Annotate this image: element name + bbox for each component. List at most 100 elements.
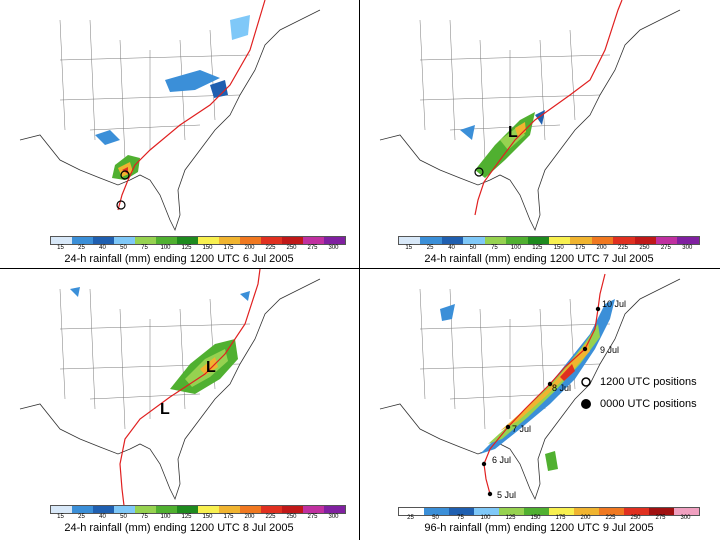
scale-swatch [303,506,324,513]
rain-field [460,110,545,178]
scale-tick-label: 25 [426,245,434,251]
scale-tick-label: 125 [505,515,516,521]
scale-tick-label: 275 [655,515,666,521]
state-border [419,54,611,61]
panel-divider-vertical [359,0,360,540]
state-border [59,288,66,400]
scale-swatch [93,506,114,513]
scale-swatch [591,237,614,244]
filled-dot-icon [581,399,591,409]
coastline [19,278,321,501]
scale-swatch [656,237,678,244]
rainfall-scale [50,505,346,514]
scale-swatch [449,508,474,515]
scale-swatch [463,237,485,244]
scale-tick-label: 25 [78,245,85,251]
scale-tick-label: 275 [660,245,671,251]
coastline [379,278,681,501]
panel-jul7: L 15 25 40 50 75 100 125 150 175 200 225 250 275 300 … [360,0,718,267]
storm-track [119,269,261,515]
state-border [419,94,601,101]
scale-tick-label: 175 [555,515,566,521]
scale-swatch [424,508,449,515]
scale-swatch [219,237,240,244]
scale-tick-label: 25 [407,515,414,521]
storm-symbol [474,167,484,177]
scale-swatch [624,508,649,515]
scale-tick-label: 275 [307,245,318,251]
scale-swatch [282,237,303,244]
scale-tick-label: 125 [181,514,192,520]
scale-swatch [72,237,93,244]
scale-swatch [399,508,424,515]
state-border [479,308,486,430]
scale-swatch [114,506,135,513]
scale-tick-label: 15 [405,245,413,251]
scale-swatch [156,237,177,244]
position-legend: 1200 UTC positions 0000 UTC positions [600,371,697,415]
scale-swatch [674,508,699,515]
track-label: 9 Jul [600,345,619,355]
storm-track [481,273,606,497]
scale-tick-label: 75 [491,245,498,251]
scale-swatch [261,237,282,244]
scale-tick-label: 50 [469,245,477,251]
scale-swatch [527,237,549,244]
scale-tick-label: 75 [141,514,148,520]
scale-swatch [599,508,624,515]
basemap [19,278,321,501]
scale-swatch [93,237,114,244]
panel-jul8: L L 15 25 40 50 75 100 125 150 175 200 225 250 275 30… [0,269,358,536]
scale-tick-label: 40 [99,514,106,520]
track-label: 7 Jul [512,424,531,434]
state-border [89,19,96,141]
state-border [89,393,201,400]
rainfall-map: L L [19,269,321,515]
scale-tick-label: 50 [120,245,127,251]
scale-tick-label: 200 [596,245,607,251]
scale-tick-label: 15 [57,514,64,520]
scale-tick-label: 225 [265,245,276,251]
track-label: 6 Jul [492,455,511,465]
state-border [119,39,126,161]
scale-tick-label: 75 [457,515,464,521]
scale-swatch [441,237,464,244]
scale-tick-label: 200 [244,245,255,251]
scale-tick-label: 50 [120,514,127,520]
scale-tick-label: 150 [202,514,213,520]
panel-96h: 10 Jul 9 Jul 8 Jul 7 Jul 6 Jul 5 Jul 120… [360,269,718,536]
rainfall-map: L [379,0,681,232]
track-label: 10 Jul [602,299,626,309]
scale-tick-label: 50 [432,515,439,521]
scale-swatch [240,237,261,244]
scale-tick-label: 40 [448,245,455,251]
scale-swatch [474,508,499,515]
storm-track [474,0,623,216]
legend-symbols [581,377,591,409]
scale-tick-label: 300 [682,245,693,251]
track-date-labels: 10 Jul 9 Jul 8 Jul 7 Jul 6 Jul 5 Jul [492,299,626,500]
scale-tick-label: 300 [328,245,339,251]
panel-caption: 96-h rainfall (mm) ending 1200 UTC 9 Jul… [424,522,654,534]
rainfall-scale-96h [398,507,700,516]
legend-row-0000: 0000 UTC positions [600,398,697,410]
state-border [419,323,611,330]
scale-tick-label: 15 [57,245,64,251]
scale-swatch [499,508,524,515]
rainfall-map [19,0,321,232]
scale-swatch [324,237,345,244]
scale-tick-label: 250 [630,515,641,521]
scale-tick-label: 100 [480,515,491,521]
scale-tick-label: 200 [580,515,591,521]
track-label: 5 Jul [497,490,516,500]
legend-row-1200: 1200 UTC positions [600,376,697,388]
scale-tick-label: 100 [160,514,171,520]
scale-swatch [156,506,177,513]
storm-track [117,0,266,211]
rainfall-scale [398,236,700,245]
coastline [19,9,321,232]
scale-tick-label: 225 [265,514,276,520]
rain-field [70,287,250,394]
scale-tick-label: 300 [328,514,339,520]
scale-swatch [51,237,72,244]
